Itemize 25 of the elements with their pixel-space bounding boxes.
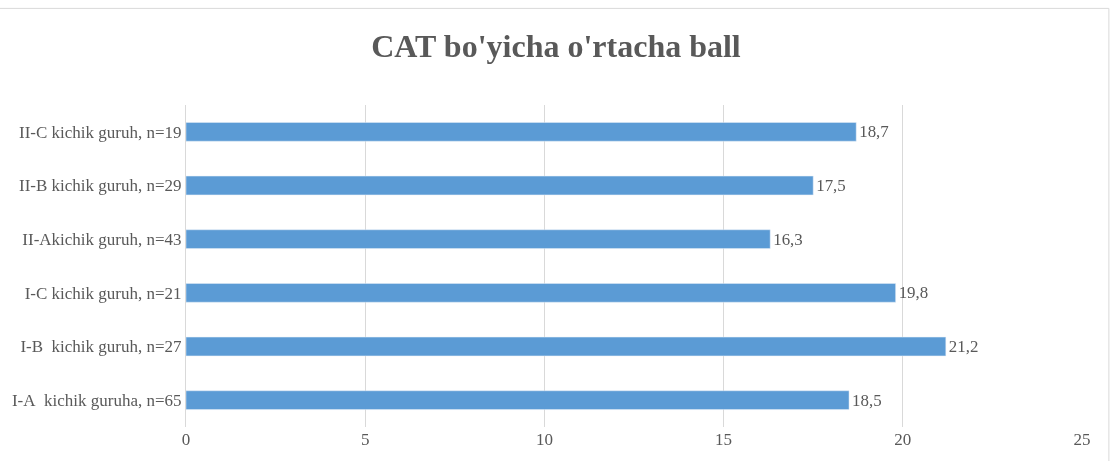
y-tick-label: II-C kichik guruh, n=19 <box>19 122 182 142</box>
x-tick-label: 0 <box>181 430 191 449</box>
y-tick-label: I-C kichik guruh, n=21 <box>24 283 182 303</box>
y-tick-label: I-A kichik guruha, n=65 <box>11 391 182 411</box>
bar <box>186 336 947 357</box>
x-tick-label: 25 <box>1073 430 1091 449</box>
data-label: 18,5 <box>852 390 882 410</box>
x-tick-label: 15 <box>715 430 733 449</box>
bar <box>186 122 857 142</box>
bar <box>186 229 771 249</box>
y-tick-label: I-B kichik guruh, n=27 <box>20 337 183 357</box>
data-label: 16,3 <box>773 229 803 249</box>
data-label: 18,7 <box>859 122 889 142</box>
x-tick-label: 10 <box>535 430 553 449</box>
chart-title: CAT bo'yicha o'rtacha ball <box>371 28 741 65</box>
bar <box>186 390 850 410</box>
y-tick-label: II-B kichik guruh, n=29 <box>19 176 182 196</box>
data-label: 17,5 <box>816 176 846 196</box>
x-tick-label: 5 <box>360 430 370 449</box>
data-label: 19,8 <box>898 283 929 303</box>
x-tick-label: 20 <box>894 430 912 449</box>
y-tick-label: II-Akichik guruh, n=43 <box>22 230 182 250</box>
bar <box>186 175 814 196</box>
data-label: 21,2 <box>948 337 979 357</box>
bar <box>186 283 896 303</box>
